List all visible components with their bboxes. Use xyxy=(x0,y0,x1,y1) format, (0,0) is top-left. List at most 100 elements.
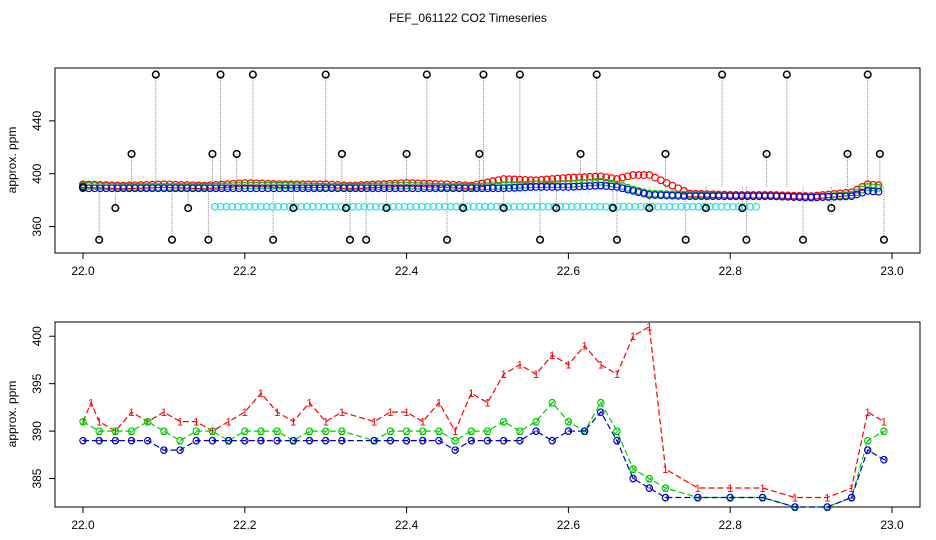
series-2-marker: 2 xyxy=(112,426,118,438)
series-3-point xyxy=(131,184,139,193)
series-3-circle xyxy=(321,436,330,445)
series-3-point xyxy=(142,184,151,193)
series-3-point xyxy=(316,184,324,193)
series-2-marker: 2 xyxy=(128,426,134,438)
series-1-marker: 1 xyxy=(112,426,118,438)
series-4-point xyxy=(360,202,369,211)
series-4-point xyxy=(711,202,720,211)
raw-point xyxy=(78,182,88,191)
series-4-point xyxy=(297,202,306,211)
series-3-point xyxy=(368,184,377,193)
series-2-marker: 2 xyxy=(824,502,830,514)
series-4-point xyxy=(371,202,380,211)
series-3-point xyxy=(662,191,671,200)
series-3-marker: 3 xyxy=(848,493,854,505)
series-4-point xyxy=(729,202,737,211)
series-1-marker: 1 xyxy=(565,360,571,372)
series-3-marker: 3 xyxy=(881,455,887,467)
series-3-circle xyxy=(143,436,152,445)
series-4-point xyxy=(429,202,438,211)
series-3-point xyxy=(532,183,540,191)
raw-point xyxy=(362,235,371,244)
series-3-point xyxy=(651,191,659,199)
series-1-marker: 1 xyxy=(582,341,588,353)
top-x-tick-label: 22.0 xyxy=(71,264,95,278)
series-2-marker: 2 xyxy=(242,426,248,438)
series-1-marker: 1 xyxy=(339,407,345,419)
series-4-point xyxy=(521,202,530,211)
series-4-point xyxy=(527,202,536,211)
series-3-marker: 3 xyxy=(96,436,102,448)
series-1-point xyxy=(521,175,530,184)
series-3-point xyxy=(159,184,168,193)
series-3-circle xyxy=(241,436,249,445)
series-3-point xyxy=(510,183,519,192)
series-3-marker: 3 xyxy=(436,436,442,448)
series-3-point xyxy=(559,183,567,191)
series-3-point xyxy=(425,184,434,193)
series-4-point xyxy=(665,202,674,211)
series-4-point xyxy=(400,202,409,211)
series-1-point xyxy=(623,172,632,181)
raw-point xyxy=(863,70,872,79)
series-4-point xyxy=(302,202,311,211)
top-y-tick-label: 440 xyxy=(30,111,44,131)
series-1-marker: 1 xyxy=(193,417,199,429)
series-1-point xyxy=(548,175,557,183)
series-4-point xyxy=(256,202,265,211)
series-3-marker: 3 xyxy=(484,436,490,448)
series-2-circle xyxy=(451,436,459,445)
series-2-circle xyxy=(516,427,524,435)
series-3-circle xyxy=(847,493,856,502)
series-1-marker: 1 xyxy=(792,493,798,505)
series-1-marker: 1 xyxy=(695,483,701,495)
series-3-point xyxy=(96,184,105,193)
raw-point xyxy=(592,70,601,79)
series-2-marker: 2 xyxy=(598,398,604,410)
series-1-marker: 1 xyxy=(452,426,458,438)
series-4-point xyxy=(314,202,323,211)
series-1-marker: 1 xyxy=(501,369,507,381)
series-3-point xyxy=(575,182,584,191)
series-4-point xyxy=(239,202,248,211)
raw-point xyxy=(337,149,346,158)
raw-point xyxy=(479,70,488,79)
series-4-point xyxy=(590,202,599,211)
series-3-point xyxy=(602,182,611,190)
series-2-marker: 2 xyxy=(865,436,871,448)
series-2-marker: 2 xyxy=(436,426,442,438)
top-x-tick-label: 22.4 xyxy=(395,264,419,278)
series-1-marker: 1 xyxy=(881,417,887,429)
bottom-plot-frame xyxy=(54,321,921,508)
series-3-circle xyxy=(661,493,670,502)
series-4-point xyxy=(354,202,363,211)
series-3-point xyxy=(526,183,535,192)
series-4-point xyxy=(279,202,288,211)
series-3-point xyxy=(586,182,594,190)
series-3-point xyxy=(836,192,844,201)
series-3-circle xyxy=(451,446,459,454)
series-2-circle xyxy=(863,436,872,445)
series-2-circle xyxy=(880,427,888,435)
raw-point xyxy=(612,235,621,244)
series-3-marker: 3 xyxy=(662,493,668,505)
series-3-circle xyxy=(192,436,201,445)
series-2-marker: 2 xyxy=(727,493,733,505)
series-3-point xyxy=(90,184,99,193)
series-1-marker: 1 xyxy=(274,407,280,419)
series-3-point xyxy=(363,184,371,193)
bottom-panel: approx. ppm 22.0 22.2 22.4 22.6 22.8 23.0 385 3… xyxy=(5,321,921,532)
series-3-circle xyxy=(111,436,120,445)
series-3-circle xyxy=(483,436,492,445)
series-2-circle xyxy=(661,484,670,492)
series-3-point xyxy=(789,193,798,201)
series-4-point xyxy=(412,202,420,211)
top-plot-frame xyxy=(54,67,921,254)
series-3-circle xyxy=(548,436,556,445)
series-2-marker: 2 xyxy=(484,426,490,438)
top-y-tick-label: 400 xyxy=(30,163,44,183)
series-3-point xyxy=(292,184,301,193)
series-4-point xyxy=(688,202,697,211)
series-3-point xyxy=(194,184,203,193)
series-3-circle xyxy=(863,446,872,454)
